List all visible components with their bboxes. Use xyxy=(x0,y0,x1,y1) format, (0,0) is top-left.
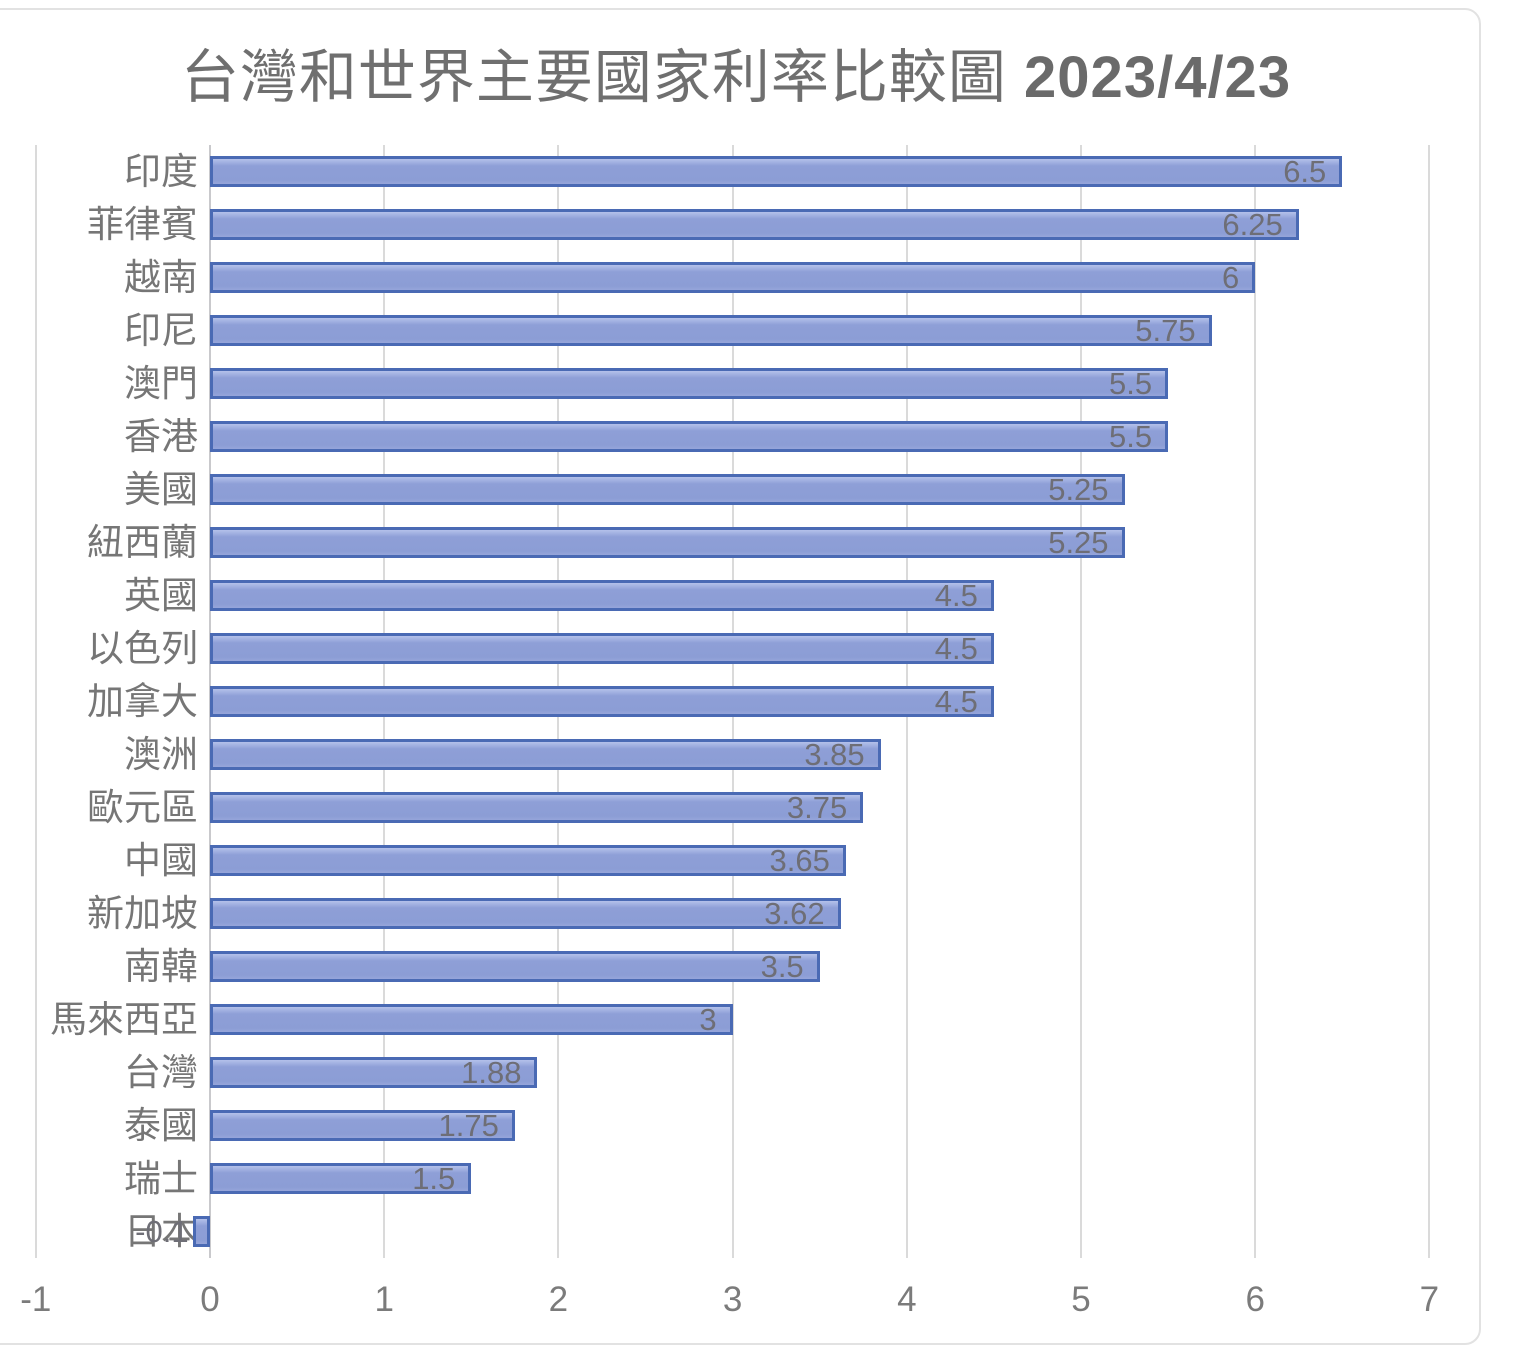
bar: 1.5 xyxy=(210,1160,472,1196)
category-label: 澳洲 xyxy=(124,734,198,775)
data-label: 5.5 xyxy=(1108,365,1153,401)
category-label: 印尼 xyxy=(124,310,198,351)
category-label: 中國 xyxy=(124,840,198,881)
bar: 6 xyxy=(210,259,1256,295)
data-label: 4.5 xyxy=(934,577,978,613)
category-label: 澳門 xyxy=(124,363,198,404)
bar: 6.25 xyxy=(210,206,1299,242)
category-label: 日本 xyxy=(124,1211,198,1252)
data-label: 3.85 xyxy=(804,736,865,772)
bar: 6.5 xyxy=(210,153,1343,189)
data-label: 3 xyxy=(699,1001,717,1037)
data-label: 3.5 xyxy=(760,948,804,984)
category-label: 菲律賓 xyxy=(87,204,198,245)
data-label: 3.62 xyxy=(764,895,825,931)
category-label: 泰國 xyxy=(124,1105,198,1146)
bar: 3.75 xyxy=(210,789,864,825)
category-label: 印度 xyxy=(124,151,198,192)
data-label: 3.65 xyxy=(769,842,830,878)
bar: 5.75 xyxy=(210,312,1212,348)
chart-title-date: 2023/4/23 xyxy=(1024,45,1292,110)
data-label: 6 xyxy=(1221,259,1240,295)
data-label: 4.5 xyxy=(934,630,978,666)
category-label: 台灣 xyxy=(124,1052,198,1093)
bar xyxy=(192,1216,210,1247)
x-axis-tick-label: 1 xyxy=(374,1280,394,1319)
bar: 3.85 xyxy=(210,736,881,772)
category-label: 瑞士 xyxy=(124,1158,198,1199)
category-label: 美國 xyxy=(124,469,198,510)
bar: 3.62 xyxy=(210,895,841,931)
data-label: 6.5 xyxy=(1283,153,1327,189)
bar: 5.5 xyxy=(210,365,1169,401)
data-label: 3.75 xyxy=(786,789,848,825)
category-label: 新加坡 xyxy=(87,893,198,934)
data-label: 5.5 xyxy=(1108,418,1153,454)
category-label: 英國 xyxy=(124,575,198,616)
bar: 5.25 xyxy=(210,524,1125,560)
x-axis-tick-label: 2 xyxy=(548,1280,569,1319)
bar: 4.5 xyxy=(210,577,994,613)
data-label: -0.1 xyxy=(135,1214,189,1249)
category-label: 歐元區 xyxy=(87,787,198,828)
x-axis-tick-label: -1 xyxy=(20,1280,52,1319)
bar: 4.5 xyxy=(210,683,994,719)
gridline xyxy=(1254,145,1257,1258)
category-label: 紐西蘭 xyxy=(87,522,198,563)
data-label: 5.25 xyxy=(1048,471,1109,507)
category-label: 以色列 xyxy=(87,628,198,669)
category-label: 香港 xyxy=(124,416,198,457)
x-axis-tick-label: 0 xyxy=(200,1280,220,1319)
data-label: 6.25 xyxy=(1222,206,1283,242)
gridline xyxy=(1428,145,1431,1258)
gridline xyxy=(34,145,37,1258)
chart-title-text: 台灣和世界主要國家利率比較圖 xyxy=(180,45,1007,110)
bar: 1.75 xyxy=(210,1107,515,1143)
bar: 4.5 xyxy=(210,630,994,666)
data-label: 1.75 xyxy=(438,1107,499,1143)
x-axis-tick-label: 4 xyxy=(897,1280,917,1319)
data-label: 1.88 xyxy=(461,1054,522,1090)
bar: 3.65 xyxy=(210,842,846,878)
category-label: 加拿大 xyxy=(87,681,198,722)
category-label: 南韓 xyxy=(124,946,198,987)
x-axis-tick-label: 3 xyxy=(722,1280,743,1319)
x-axis-tick-label: 5 xyxy=(1071,1280,1091,1319)
data-label: 5.25 xyxy=(1048,524,1109,560)
data-label: 1.5 xyxy=(412,1160,456,1196)
bar: 3 xyxy=(210,1001,733,1037)
chart-title: 台灣和世界主要國家利率比較圖 2023/4/23 xyxy=(0,30,1472,114)
category-label: 馬來西亞 xyxy=(50,999,198,1040)
bar: 5.25 xyxy=(210,471,1125,507)
data-label: 5.75 xyxy=(1135,312,1196,348)
bar: 5.5 xyxy=(210,418,1169,454)
bar: 3.5 xyxy=(210,948,820,984)
x-axis-tick-label: 6 xyxy=(1245,1280,1265,1319)
x-axis-tick-label: 7 xyxy=(1419,1280,1440,1319)
category-label: 越南 xyxy=(124,257,198,298)
bar: 1.88 xyxy=(210,1054,538,1090)
gridline xyxy=(1080,145,1082,1258)
data-label: 4.5 xyxy=(934,683,978,719)
